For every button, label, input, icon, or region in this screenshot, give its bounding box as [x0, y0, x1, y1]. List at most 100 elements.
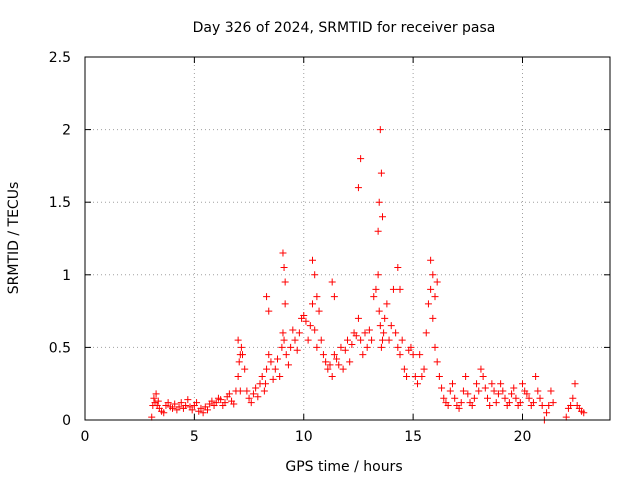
data-point	[171, 400, 179, 408]
data-point	[164, 399, 172, 407]
data-point	[403, 372, 411, 380]
data-point	[279, 249, 287, 257]
data-point	[477, 365, 485, 373]
data-point	[188, 406, 196, 414]
data-point	[379, 213, 386, 221]
y-tick-label: 2.5	[49, 50, 71, 66]
data-point	[416, 351, 424, 359]
data-point	[263, 293, 271, 301]
data-point	[311, 271, 319, 279]
data-point	[516, 399, 524, 407]
data-point	[335, 361, 343, 369]
x-tick-label: 20	[514, 429, 532, 445]
data-point	[414, 380, 421, 388]
data-point	[396, 285, 404, 293]
data-point	[475, 387, 483, 395]
data-point	[479, 372, 487, 380]
data-point	[569, 394, 577, 402]
data-point	[234, 372, 242, 380]
data-point	[494, 390, 502, 398]
data-point	[375, 307, 383, 315]
data-point	[241, 365, 249, 373]
data-point	[322, 358, 330, 366]
data-point	[313, 343, 321, 351]
data-point	[433, 278, 441, 286]
data-point	[444, 401, 452, 409]
data-point	[269, 375, 277, 383]
y-tick-label: 0	[62, 413, 71, 429]
data-point	[435, 372, 443, 380]
data-point	[481, 384, 489, 392]
data-point	[281, 278, 289, 286]
data-point	[328, 372, 336, 380]
data-point	[341, 346, 349, 354]
data-points	[148, 126, 588, 424]
data-point	[247, 399, 255, 407]
data-point	[197, 404, 205, 412]
axis-ticks: 0 5 10 15 20 0 0.5 1 1.5 2 2.5	[49, 50, 610, 445]
data-point	[389, 285, 397, 293]
data-point	[234, 336, 242, 344]
data-point	[258, 372, 266, 380]
x-axis-label: GPS time / hours	[285, 459, 402, 475]
data-point	[490, 387, 498, 395]
data-point	[182, 401, 190, 409]
data-point	[280, 264, 288, 272]
data-point	[375, 198, 383, 206]
data-point	[567, 401, 575, 409]
data-point	[433, 358, 441, 366]
data-point	[532, 372, 540, 380]
data-point	[317, 336, 325, 344]
data-point	[344, 336, 351, 344]
data-point	[534, 387, 542, 395]
data-point	[160, 409, 168, 417]
data-point	[225, 390, 233, 398]
data-point	[348, 340, 356, 348]
data-point	[267, 358, 275, 366]
data-point	[431, 293, 439, 301]
data-point	[357, 155, 365, 163]
gridlines	[85, 57, 610, 420]
data-point	[309, 300, 316, 308]
data-point	[459, 387, 467, 395]
data-point	[282, 351, 290, 359]
data-point	[278, 343, 286, 351]
data-point	[457, 399, 465, 407]
plot-frame	[84, 56, 611, 421]
data-point	[377, 343, 385, 351]
data-point	[429, 314, 437, 322]
data-point	[370, 293, 378, 301]
y-tick-label: 2	[62, 123, 71, 139]
data-point	[394, 264, 402, 272]
data-point	[473, 380, 481, 388]
data-point	[580, 409, 588, 417]
data-point	[508, 390, 516, 398]
data-point	[525, 394, 533, 402]
data-point	[422, 329, 430, 337]
data-point	[380, 329, 388, 337]
data-point	[313, 293, 321, 301]
data-point	[429, 271, 437, 279]
data-point	[284, 361, 292, 369]
data-point	[492, 399, 500, 407]
chart-title: Day 326 of 2024, SRMTID for receiver pas…	[193, 20, 496, 36]
data-point	[446, 387, 454, 395]
data-point	[392, 329, 400, 337]
data-point	[279, 329, 287, 337]
data-point	[276, 372, 284, 380]
data-point	[254, 393, 262, 401]
data-point	[512, 394, 520, 402]
data-point	[424, 300, 432, 308]
data-point	[470, 394, 478, 402]
data-point	[523, 390, 531, 398]
data-point	[265, 307, 273, 315]
data-point	[374, 271, 382, 279]
data-point	[499, 387, 507, 395]
data-point	[236, 351, 244, 359]
data-point	[354, 314, 362, 322]
data-point	[204, 406, 211, 414]
data-point	[484, 394, 491, 402]
data-point	[212, 399, 220, 407]
data-point	[311, 326, 319, 334]
